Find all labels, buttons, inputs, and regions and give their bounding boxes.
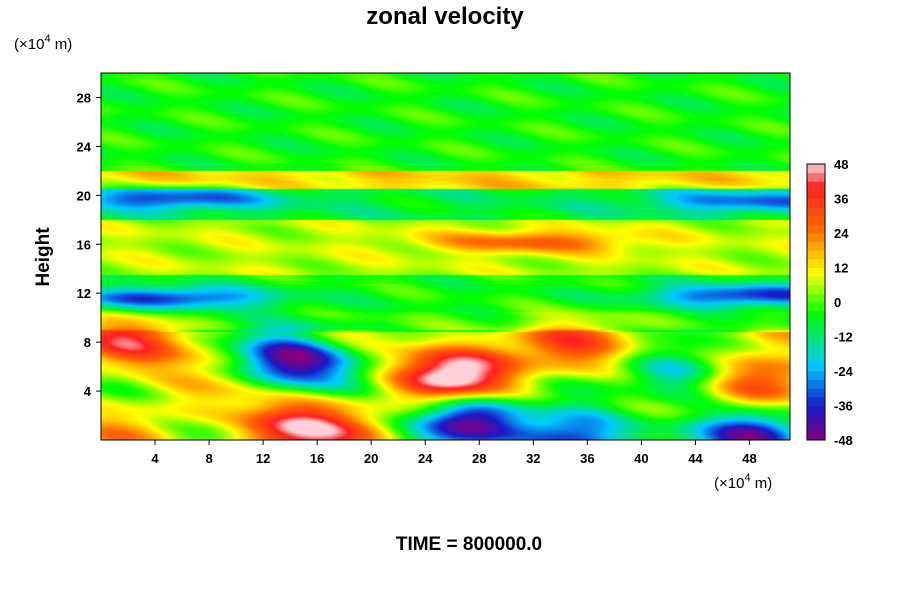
y-tick-label: 20 (77, 188, 91, 203)
colorbar-band (807, 371, 825, 381)
y-unit-exponent: 4 (44, 33, 50, 45)
y-tick-label: 28 (77, 90, 91, 105)
colorbar-tick-label: 12 (834, 261, 848, 276)
colorbar-band (807, 319, 825, 329)
colorbar-band (807, 414, 825, 424)
colorbar-band (807, 379, 825, 389)
colorbar-band (807, 431, 825, 441)
colorbar-band (807, 405, 825, 415)
y-unit-suffix: m) (51, 36, 73, 53)
y-tick-label: 16 (77, 237, 91, 252)
x-tick-label: 16 (310, 451, 324, 466)
colorbar-tick-label: -24 (834, 364, 854, 379)
colorbar-band (807, 293, 825, 303)
colorbar-band (807, 422, 825, 432)
colorbar-tick-label: -48 (834, 433, 853, 448)
colorbar-tick-label: 0 (834, 295, 841, 310)
y-tick-label: 4 (84, 384, 92, 399)
colorbar-tick-label: -36 (834, 399, 853, 414)
x-tick-label: 28 (472, 451, 486, 466)
colorbar-band (807, 207, 825, 217)
colorbar: 48 36 24 12 0 -12 -24 -36 -48 (806, 157, 854, 448)
plot-frame (100, 72, 791, 441)
colorbar-band (807, 198, 825, 208)
x-tick-label: 32 (526, 451, 540, 466)
colorbar-band (807, 241, 825, 251)
colorbar-band (807, 353, 825, 363)
colorbar-band (807, 233, 825, 243)
x-tick-label: 36 (580, 451, 594, 466)
colorbar-tick-label: 36 (834, 192, 848, 207)
heatmap-canvas (101, 73, 790, 440)
chart-title: zonal velocity (366, 3, 524, 30)
x-tick-label: 4 (151, 451, 159, 466)
colorbar-tick-label: 24 (834, 226, 849, 241)
y-unit-label: (×104 m) (14, 33, 72, 53)
time-label: TIME = 800000.0 (396, 534, 542, 555)
colorbar-band (807, 284, 825, 294)
colorbar-band (807, 224, 825, 234)
y-axis-title: Height (33, 227, 54, 287)
colorbar-band (807, 276, 825, 286)
x-tick-label: 44 (688, 451, 703, 466)
colorbar-band (807, 302, 825, 312)
colorbar-band (807, 250, 825, 260)
x-tick-label: 20 (364, 451, 378, 466)
colorbar-band (807, 362, 825, 372)
colorbar-frame (806, 163, 826, 441)
colorbar-band (807, 164, 825, 174)
y-tick-label: 8 (84, 335, 91, 350)
x-tick-label: 48 (742, 451, 756, 466)
x-unit-suffix: m) (751, 475, 773, 492)
colorbar-band (807, 345, 825, 355)
y-axis: 4 8 12 16 20 24 28 (77, 90, 101, 399)
colorbar-ticks: 48 36 24 12 0 -12 -24 -36 -48 (834, 157, 854, 448)
colorbar-band (807, 215, 825, 225)
colorbar-band (807, 388, 825, 398)
y-tick-label: 12 (77, 286, 91, 301)
x-tick-label: 40 (634, 451, 648, 466)
colorbar-band (807, 181, 825, 191)
colorbar-bands (807, 164, 825, 441)
colorbar-tick-label: 48 (834, 157, 848, 172)
colorbar-band (807, 189, 825, 199)
colorbar-band (807, 396, 825, 406)
heatmap-plot (100, 72, 791, 441)
x-unit-exponent: 4 (744, 472, 750, 484)
colorbar-band (807, 258, 825, 268)
colorbar-band (807, 172, 825, 182)
colorbar-band (807, 336, 825, 346)
x-tick-label: 8 (205, 451, 212, 466)
colorbar-band (807, 310, 825, 320)
x-tick-label: 24 (418, 451, 433, 466)
colorbar-band (807, 267, 825, 277)
y-tick-label: 24 (77, 139, 92, 154)
x-tick-label: 12 (256, 451, 270, 466)
colorbar-band (807, 327, 825, 337)
x-axis: 4 8 12 16 20 24 28 32 36 40 44 48 (151, 440, 757, 466)
x-unit-label: (×104 m) (714, 472, 772, 492)
colorbar-tick-label: -12 (834, 330, 853, 345)
